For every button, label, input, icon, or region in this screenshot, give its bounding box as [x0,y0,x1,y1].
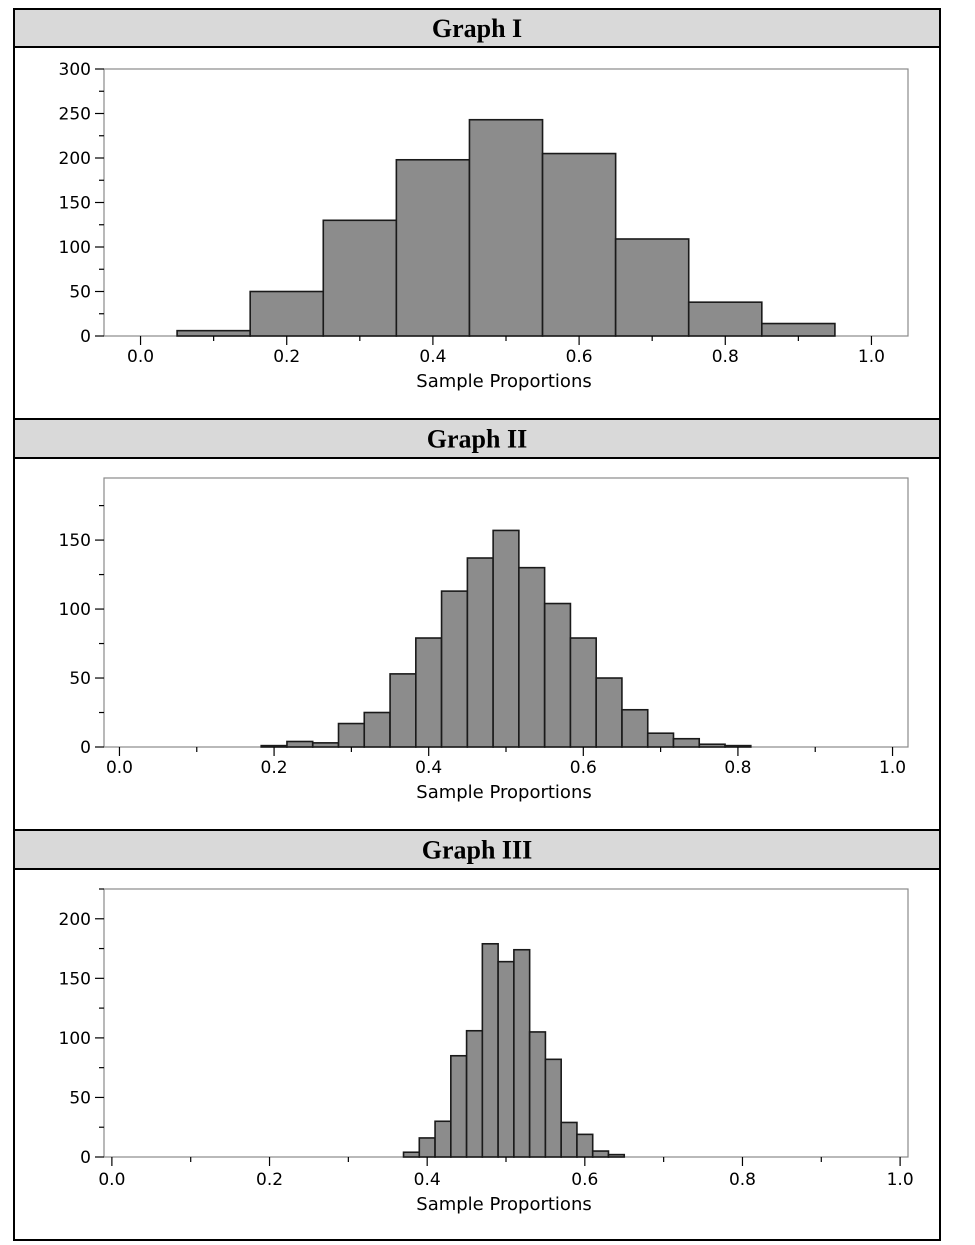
x-tick-label: 0.6 [570,758,597,778]
histogram-bar [402,1151,421,1158]
x-tick-label: 0.2 [273,347,300,367]
chart-title: Graph I [432,14,522,43]
histogram-bar [434,1120,452,1158]
y-tick-label: 150 [59,194,91,214]
histogram-bar [311,742,340,748]
x-tick-label: 0.6 [566,347,593,367]
histogram-bar [389,673,417,748]
y-tick-label: 200 [59,910,91,930]
histogram-bar [395,158,471,337]
x-axis-label: Sample Proportions [416,371,591,392]
histogram-bar [541,152,617,337]
histogram-bar [497,960,515,1158]
histogram-bar [415,637,443,748]
y-tick-label: 250 [59,105,91,125]
x-tick-label: 0.0 [127,347,154,367]
histogram-bar [450,1054,468,1158]
y-tick-label: 300 [59,60,91,80]
histogram-bar [646,732,675,748]
histogram-bar [569,637,597,748]
histogram-bar [468,118,544,337]
histogram-bar [607,1153,626,1158]
histogram-bar [440,590,469,748]
histogram-bar [761,322,836,337]
chart-title: Graph II [427,425,527,454]
histogram-bar [614,238,690,337]
chart-header [13,8,941,48]
x-tick-label: 0.8 [712,347,739,367]
histogram-bar [363,711,391,748]
chart-panel-2: Graph II 0 50 100 150 0.0 0.2 0.4 0.6 0.8 1.0 Sampl… [13,418,941,803]
histogram-bar [337,722,366,748]
histogram-bar [544,1058,562,1158]
x-tick-label: 0.6 [571,1170,598,1190]
histogram-bar [286,740,314,748]
chart-header [13,418,941,459]
x-tick-label: 1.0 [887,1170,914,1190]
histogram-bar [418,1137,436,1158]
y-tick-label: 0 [80,1148,91,1168]
histogram-bar [528,1031,547,1158]
histogram-bar [249,290,325,337]
histogram-bar [698,743,726,748]
y-tick-label: 200 [59,149,91,169]
x-tick-label: 0.8 [729,1170,756,1190]
x-axis-label: Sample Proportions [416,782,591,803]
histogram-bar [322,219,398,337]
histogram-bar [176,329,251,337]
x-tick-label: 0.0 [106,758,133,778]
histogram-bar [465,1029,484,1158]
histogram-bar [518,566,546,748]
x-axis-label: Sample Proportions [416,1194,591,1215]
x-tick-label: 1.0 [858,347,885,367]
y-tick-label: 50 [69,1088,91,1108]
histogram-bar [687,301,763,337]
x-tick-label: 0.2 [261,758,288,778]
histogram-bar [591,1150,610,1158]
y-tick-label: 100 [59,600,91,620]
x-tick-label: 1.0 [879,758,906,778]
y-tick-label: 0 [80,738,91,758]
histogram-bar [560,1121,578,1158]
histogram-bar [260,744,288,748]
x-tick-label: 0.4 [415,758,442,778]
histogram-bar [724,744,752,748]
y-tick-label: 0 [80,327,91,347]
y-tick-label: 150 [59,969,91,989]
histogram-bar [576,1133,594,1158]
histogram-bar [672,737,701,748]
histogram-bar [543,602,572,748]
histogram-bar [621,708,649,748]
y-tick-label: 100 [59,1029,91,1049]
y-tick-label: 50 [69,669,91,689]
chart-panel-3: Graph III 0 50 100 150 200 0.0 0.2 0.4 0.6 0.8 1.0 S… [13,829,941,1215]
y-tick-label: 50 [69,283,91,303]
x-tick-label: 0.8 [724,758,751,778]
x-tick-label: 0.0 [98,1170,125,1190]
histogram-bar [492,529,520,748]
histogram-bar [481,942,499,1158]
y-tick-label: 150 [59,531,91,551]
x-tick-label: 0.2 [256,1170,283,1190]
chart-header [13,829,941,870]
x-tick-label: 0.4 [419,347,446,367]
y-tick-label: 100 [59,238,91,258]
histogram-bar [595,677,623,748]
chart-title: Graph III [422,836,533,865]
histogram-bar [466,557,494,748]
x-tick-label: 0.4 [414,1170,441,1190]
histogram-bar [513,948,531,1158]
chart-panel-1: Graph I 0 50 100 150 200 250 300 0.0 0.2 0.4 0.6 0.8… [13,8,941,392]
